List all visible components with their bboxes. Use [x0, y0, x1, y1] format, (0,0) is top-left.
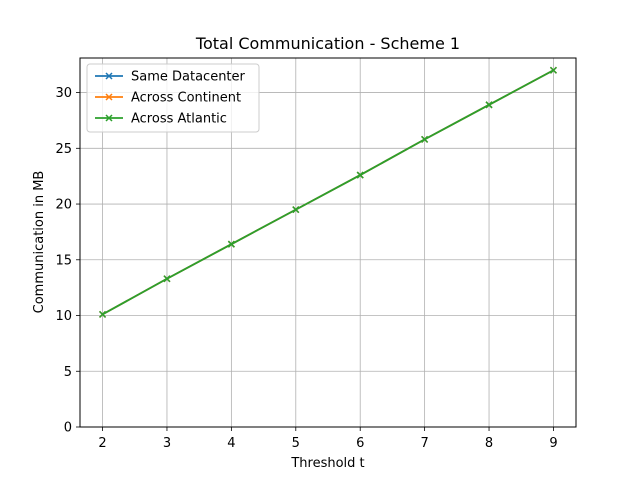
x-tick-label: 5	[292, 436, 300, 451]
legend: Same Datacenter Across Continent Across At…	[86, 63, 260, 133]
chart-title: Total Communication - Scheme 1	[195, 34, 460, 53]
legend-frame	[86, 63, 260, 133]
y-tick-label: 10	[55, 309, 72, 324]
y-tick-label: 15	[55, 253, 72, 268]
legend-marker	[105, 72, 113, 80]
series-group	[99, 66, 557, 318]
legend-label: Across Continent	[131, 91, 241, 106]
legend-label: Across Atlantic	[131, 112, 227, 127]
x-tick-label: 9	[549, 436, 557, 451]
data-point-marker	[549, 66, 557, 74]
x-tick-label: 2	[98, 436, 106, 451]
plot-frame	[79, 57, 577, 428]
x-tick-label: 7	[420, 436, 428, 451]
y-tick-label: 0	[64, 421, 72, 436]
legend-label: Same Datacenter	[131, 70, 246, 85]
y-tick-label: 20	[55, 198, 72, 213]
data-point-marker	[227, 240, 235, 248]
legend-marker	[105, 114, 113, 122]
data-point-marker	[356, 171, 364, 179]
data-point-marker	[163, 275, 171, 283]
data-point-marker	[99, 310, 107, 318]
x-tick-label: 8	[485, 436, 493, 451]
y-tick-label: 25	[55, 142, 72, 157]
y-tick-label: 5	[64, 365, 72, 380]
y-tick-label: 30	[55, 86, 72, 101]
series-3	[99, 66, 557, 318]
data-point-marker	[292, 206, 300, 214]
data-point-marker	[421, 135, 429, 143]
series-line	[102, 69, 554, 316]
data-point-marker	[485, 101, 493, 109]
x-tick-label: 4	[227, 436, 235, 451]
y-axis-ticks: 0 5 10 15 20 25 30	[55, 86, 80, 436]
x-tick-label: 6	[356, 436, 364, 451]
x-axis-label: Threshold t	[290, 456, 364, 471]
x-tick-label: 3	[163, 436, 171, 451]
y-axis-label: Communication in MB	[32, 171, 47, 314]
legend-marker	[105, 93, 113, 101]
x-axis-ticks: 2 3 4 5 6 7 8 9	[98, 427, 558, 451]
